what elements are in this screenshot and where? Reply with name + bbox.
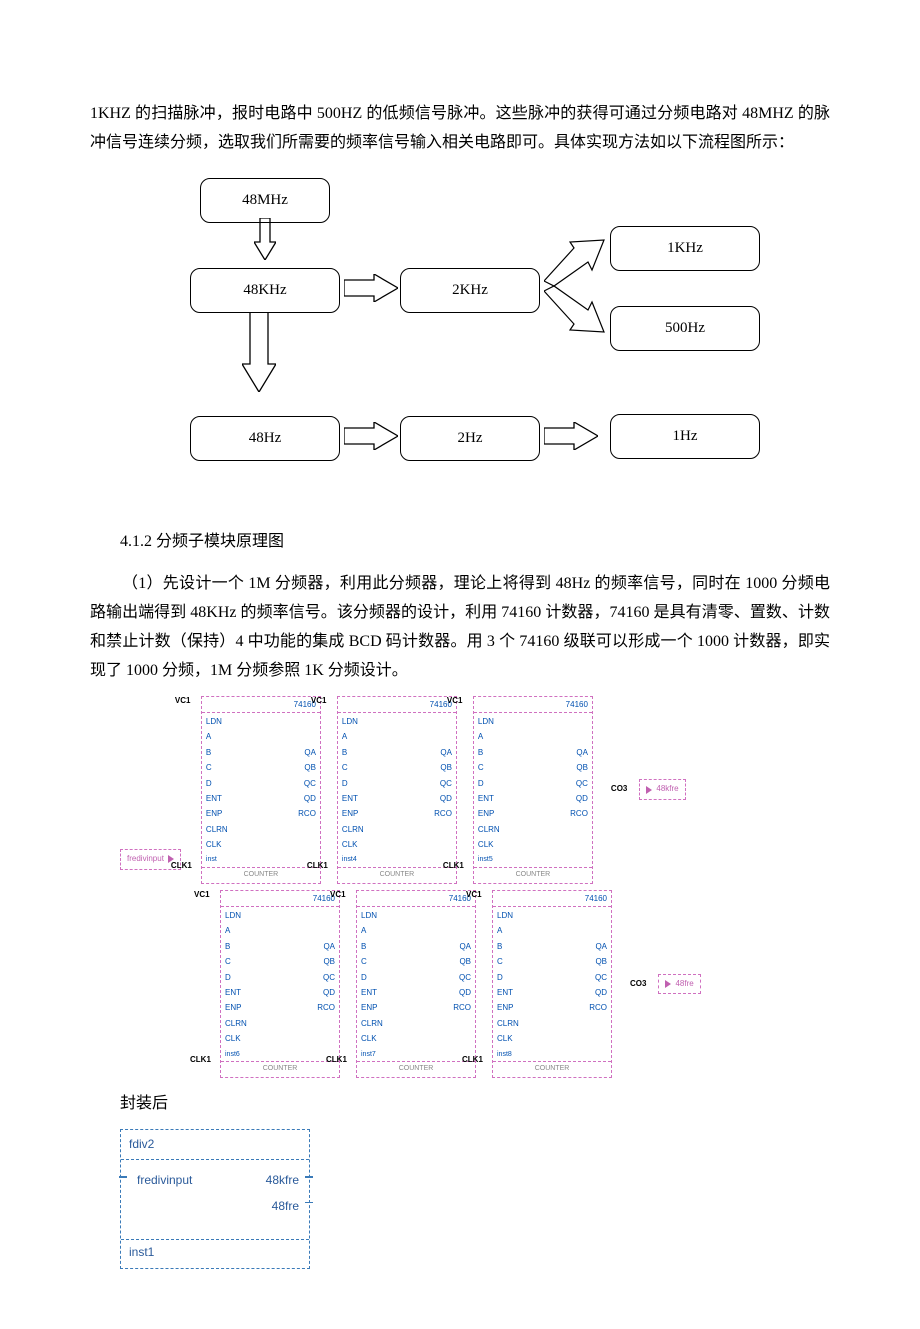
- carry-out-label: CO3: [630, 977, 646, 991]
- clk-label: CLK1: [171, 859, 192, 873]
- chip-74160: 74160LDNABCDENTENPCLRNCLK QAQBQCQDRCOins…: [201, 696, 321, 884]
- carry-out-label: CO3: [611, 782, 627, 796]
- output-port: 48fre: [658, 974, 700, 994]
- vc-label: VC1: [466, 888, 482, 902]
- clk-label: CLK1: [443, 859, 464, 873]
- right-arrow-icon: [344, 422, 398, 450]
- circuit-schematic: fredivinputVC1CLK174160LDNABCDENTENPCLRN…: [120, 696, 760, 1078]
- encap-input-port: fredivinput: [137, 1170, 192, 1221]
- chip-74160: 74160LDNABCDENTENPCLRNCLK QAQBQCQDRCOins…: [492, 890, 612, 1078]
- vc-label: VC1: [311, 694, 327, 708]
- clk-label: CLK1: [190, 1053, 211, 1067]
- split-arrow-icon: [544, 236, 614, 336]
- flow-box-2hz: 2Hz: [400, 416, 540, 461]
- chip-74160: 74160LDNABCDENTENPCLRNCLK QAQBQCQDRCOins…: [220, 890, 340, 1078]
- right-arrow-icon: [344, 274, 398, 302]
- flow-box-500hz: 500Hz: [610, 306, 760, 351]
- circuit-row: fredivinputVC1CLK174160LDNABCDENTENPCLRN…: [120, 696, 760, 884]
- clk-label: CLK1: [326, 1053, 347, 1067]
- section-heading-4-1-2: 4.1.2 分频子模块原理图: [120, 528, 830, 557]
- vc-label: VC1: [194, 888, 210, 902]
- clk-label: CLK1: [307, 859, 328, 873]
- down-arrow-icon: [242, 312, 264, 392]
- paragraph-design-1m: （1）先设计一个 1M 分频器，利用此分频器，理论上将得到 48Hz 的频率信号…: [90, 570, 830, 685]
- chip-74160: 74160LDNABCDENTENPCLRNCLK QAQBQCQDRCOins…: [473, 696, 593, 884]
- flow-box-48mhz: 48MHz: [200, 178, 330, 223]
- intro-paragraph: 1KHZ 的扫描脉冲，报时电路中 500HZ 的低频信号脉冲。这些脉冲的获得可通…: [90, 100, 830, 158]
- flow-box-48khz: 48KHz: [190, 268, 340, 313]
- output-port: 48kfre: [639, 779, 685, 799]
- down-arrow-icon: [254, 218, 276, 260]
- flow-box-1hz: 1Hz: [610, 414, 760, 459]
- vc-label: VC1: [330, 888, 346, 902]
- flow-box-1khz: 1KHz: [610, 226, 760, 271]
- chip-74160: 74160LDNABCDENTENPCLRNCLK QAQBQCQDRCOins…: [337, 696, 457, 884]
- vc-label: VC1: [447, 694, 463, 708]
- clk-label: CLK1: [462, 1053, 483, 1067]
- chip-74160: 74160LDNABCDENTENPCLRNCLK QAQBQCQDRCOins…: [356, 890, 476, 1078]
- encapsulated-block: fdiv2 fredivinput 48kfre 48fre inst1: [120, 1129, 310, 1269]
- encap-output-port: 48fre: [266, 1196, 299, 1218]
- right-arrow-icon: [544, 422, 598, 450]
- flow-box-2khz: 2KHz: [400, 268, 540, 313]
- encap-instance: inst1: [121, 1239, 309, 1268]
- circuit-row: VC1CLK174160LDNABCDENTENPCLRNCLK QAQBQCQ…: [120, 890, 760, 1078]
- vc-label: VC1: [175, 694, 191, 708]
- encapsulated-label: 封装后: [120, 1090, 830, 1119]
- flow-box-48hz: 48Hz: [190, 416, 340, 461]
- flowchart-diagram: 48MHz 48KHz 2KHz 1KHz 500Hz 48Hz 2Hz 1Hz: [130, 178, 770, 498]
- encap-title: fdiv2: [121, 1130, 309, 1161]
- encap-output-port: 48kfre: [266, 1170, 299, 1192]
